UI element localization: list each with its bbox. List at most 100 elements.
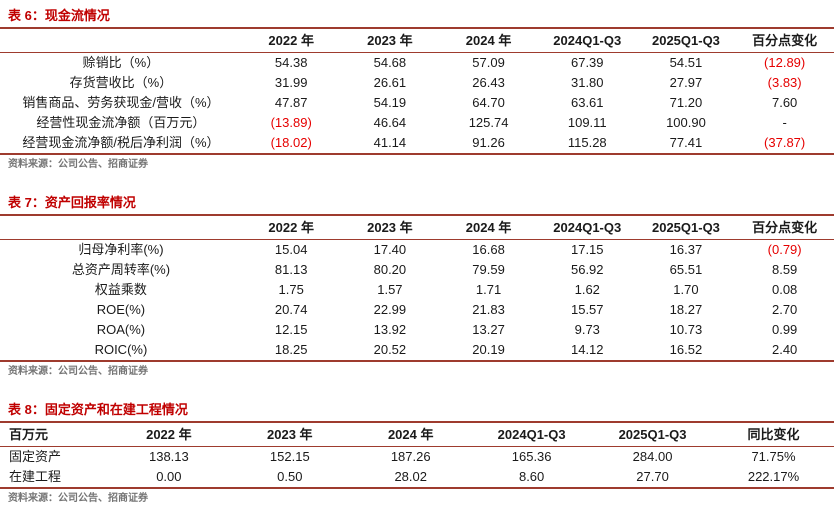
cell-value: 1.75 (278, 282, 304, 297)
cell-value: 1.71 (475, 282, 502, 297)
cell-value: 41.14 (373, 135, 407, 150)
row-label: 固定资产 (9, 449, 62, 464)
cell-value: 16.68 (472, 242, 505, 257)
cell-value: 2.70 (771, 302, 798, 317)
cell-value: (12.89) (764, 55, 806, 70)
cell-value: 91.26 (472, 135, 505, 150)
column-header: 2024Q1-Q3 (497, 427, 566, 442)
cell-value: 12.15 (274, 322, 308, 337)
table-row: 经营现金流净额/税后净利润（%） (18.02) 41.14 91.26 115.28 7… (0, 133, 834, 154)
cell-value: 80.20 (373, 262, 407, 277)
column-header: 2023 年 (367, 33, 413, 48)
cell-value: 165.36 (511, 449, 552, 464)
column-header: 2023 年 (267, 427, 313, 442)
row-label: ROIC(%) (94, 342, 148, 357)
table-block-fixed-assets: 表 8：固定资产和在建工程情况 百万元 2022 年 2023 年 2024 年 202… (0, 398, 834, 507)
cell-value: 16.52 (669, 342, 703, 357)
cell-value: 1.70 (673, 282, 699, 297)
header-row: 2022 年 2023 年 2024 年 2024Q1-Q3 2025Q1-Q3 百分点变… (0, 28, 834, 53)
cell-value: 18.25 (274, 342, 308, 357)
column-header: 2024 年 (465, 220, 512, 235)
row-label: 存货营收比（%） (69, 75, 173, 90)
cell-value: 64.70 (472, 95, 505, 110)
cell-value: 0.50 (277, 469, 303, 484)
column-header (0, 215, 242, 240)
cell-value: 7.60 (771, 95, 798, 110)
cell-value: 57.09 (472, 55, 505, 70)
cell-value: 65.51 (669, 262, 703, 277)
cell-value: (13.89) (270, 115, 312, 130)
cell-value: 20.74 (274, 302, 308, 317)
cell-value: 26.61 (373, 75, 407, 90)
table-row: 存货营收比（%） 31.99 26.61 26.43 31.80 27.97 (3.83) (0, 73, 834, 93)
cell-value: 56.92 (570, 262, 604, 277)
cell-value: 18.27 (669, 302, 703, 317)
header-row: 百万元 2022 年 2023 年 2024 年 2024Q1-Q3 2025Q1-Q3 同… (0, 422, 834, 447)
cell-value: 0.99 (771, 322, 798, 337)
row-label: 经营性现金流净额（百万元） (36, 115, 206, 130)
table-row: 权益乘数 1.75 1.57 1.71 1.62 1.70 0.08 (0, 280, 834, 300)
table-block-asset-returns: 表 7：资产回报率情况 2022 年 2023 年 2024 年 2024Q1-Q3 2… (0, 191, 834, 380)
table-body: 赊销比（%） 54.38 54.68 57.09 67.39 54.51 (12.89) 存货… (0, 53, 834, 154)
cell-value: 63.61 (570, 95, 604, 110)
table-body: 归母净利率(%) 15.04 17.40 16.68 17.15 16.37 (0.79) 总… (0, 240, 834, 361)
cell-value: 77.41 (669, 135, 703, 150)
column-header: 百分点变化 (752, 33, 818, 48)
row-label: 经营现金流净额/税后净利润（%） (22, 135, 220, 150)
cell-value: 13.92 (373, 322, 407, 337)
cell-value: (0.79) (767, 242, 802, 257)
table-row: 归母净利率(%) 15.04 17.40 16.68 17.15 16.37 (0.79) (0, 240, 834, 261)
cell-value: 27.97 (669, 75, 703, 90)
cell-value: 54.51 (669, 55, 703, 70)
table-title: 表 8：固定资产和在建工程情况 (8, 402, 188, 417)
row-label: 销售商品、劳务获现金/营收（%） (22, 95, 220, 110)
column-header: 2024 年 (465, 33, 512, 48)
source-note: 资料来源：公司公告、招商证券 (8, 159, 148, 170)
row-label: ROA(%) (96, 322, 146, 337)
cell-value: 1.62 (574, 282, 600, 297)
table-header-row-group: 2022 年 2023 年 2024 年 2024Q1-Q3 2025Q1-Q3 百分点变… (0, 28, 834, 53)
cash-flow-table: 2022 年 2023 年 2024 年 2024Q1-Q3 2025Q1-Q3 百分点变… (0, 27, 834, 155)
row-label: 在建工程 (9, 469, 62, 484)
column-header: 2025Q1-Q3 (618, 427, 687, 442)
cell-value: 14.12 (570, 342, 604, 357)
cell-value: 125.74 (468, 115, 509, 130)
cell-value: 54.68 (373, 55, 407, 70)
cell-value: 0.08 (771, 282, 798, 297)
column-header: 2024 年 (387, 427, 434, 442)
cell-value: - (782, 115, 787, 130)
cell-value: 31.99 (274, 75, 308, 90)
column-header: 2025Q1-Q3 (651, 33, 720, 48)
cell-value: 20.19 (472, 342, 505, 357)
fixed-assets-table: 百万元 2022 年 2023 年 2024 年 2024Q1-Q3 2025Q1-Q3 同… (0, 421, 834, 489)
cell-value: 21.83 (472, 302, 505, 317)
table-row: 固定资产 138.13 152.15 187.26 165.36 284.00 71.75% (0, 447, 834, 468)
table-row: 销售商品、劳务获现金/营收（%） 47.87 54.19 64.70 63.61 71.2… (0, 93, 834, 113)
cell-value: 138.13 (148, 449, 189, 464)
row-label: 归母净利率(%) (78, 242, 164, 257)
column-header: 2024Q1-Q3 (553, 33, 622, 48)
table-title: 表 6：现金流情况 (8, 8, 110, 23)
table-row: ROIC(%) 18.25 20.52 20.19 14.12 16.52 2.40 (0, 340, 834, 361)
cell-value: 67.39 (570, 55, 604, 70)
table-row: ROA(%) 12.15 13.92 13.27 9.73 10.73 0.99 (0, 320, 834, 340)
cell-value: (18.02) (270, 135, 312, 150)
source-note: 资料来源：公司公告、招商证券 (8, 366, 148, 377)
cell-value: 1.57 (377, 282, 403, 297)
column-header: 百万元 (9, 427, 49, 442)
cell-value: 31.80 (570, 75, 604, 90)
cell-value: (3.83) (767, 75, 802, 90)
cell-value: 46.64 (373, 115, 407, 130)
column-header: 2025Q1-Q3 (651, 220, 720, 235)
cell-value: 54.38 (274, 55, 308, 70)
cell-value: 26.43 (472, 75, 505, 90)
column-header (0, 28, 242, 53)
cell-value: 28.02 (394, 469, 427, 484)
cell-value: 20.52 (373, 342, 407, 357)
cell-value: 71.20 (669, 95, 703, 110)
cell-value: 13.27 (472, 322, 505, 337)
table-row: 经营性现金流净额（百万元） (13.89) 46.64 125.74 109.11 100… (0, 113, 834, 133)
table-header-row-group: 百万元 2022 年 2023 年 2024 年 2024Q1-Q3 2025Q1-Q3 同… (0, 422, 834, 447)
cell-value: 152.15 (269, 449, 310, 464)
table-title: 表 7：资产回报率情况 (8, 195, 136, 210)
